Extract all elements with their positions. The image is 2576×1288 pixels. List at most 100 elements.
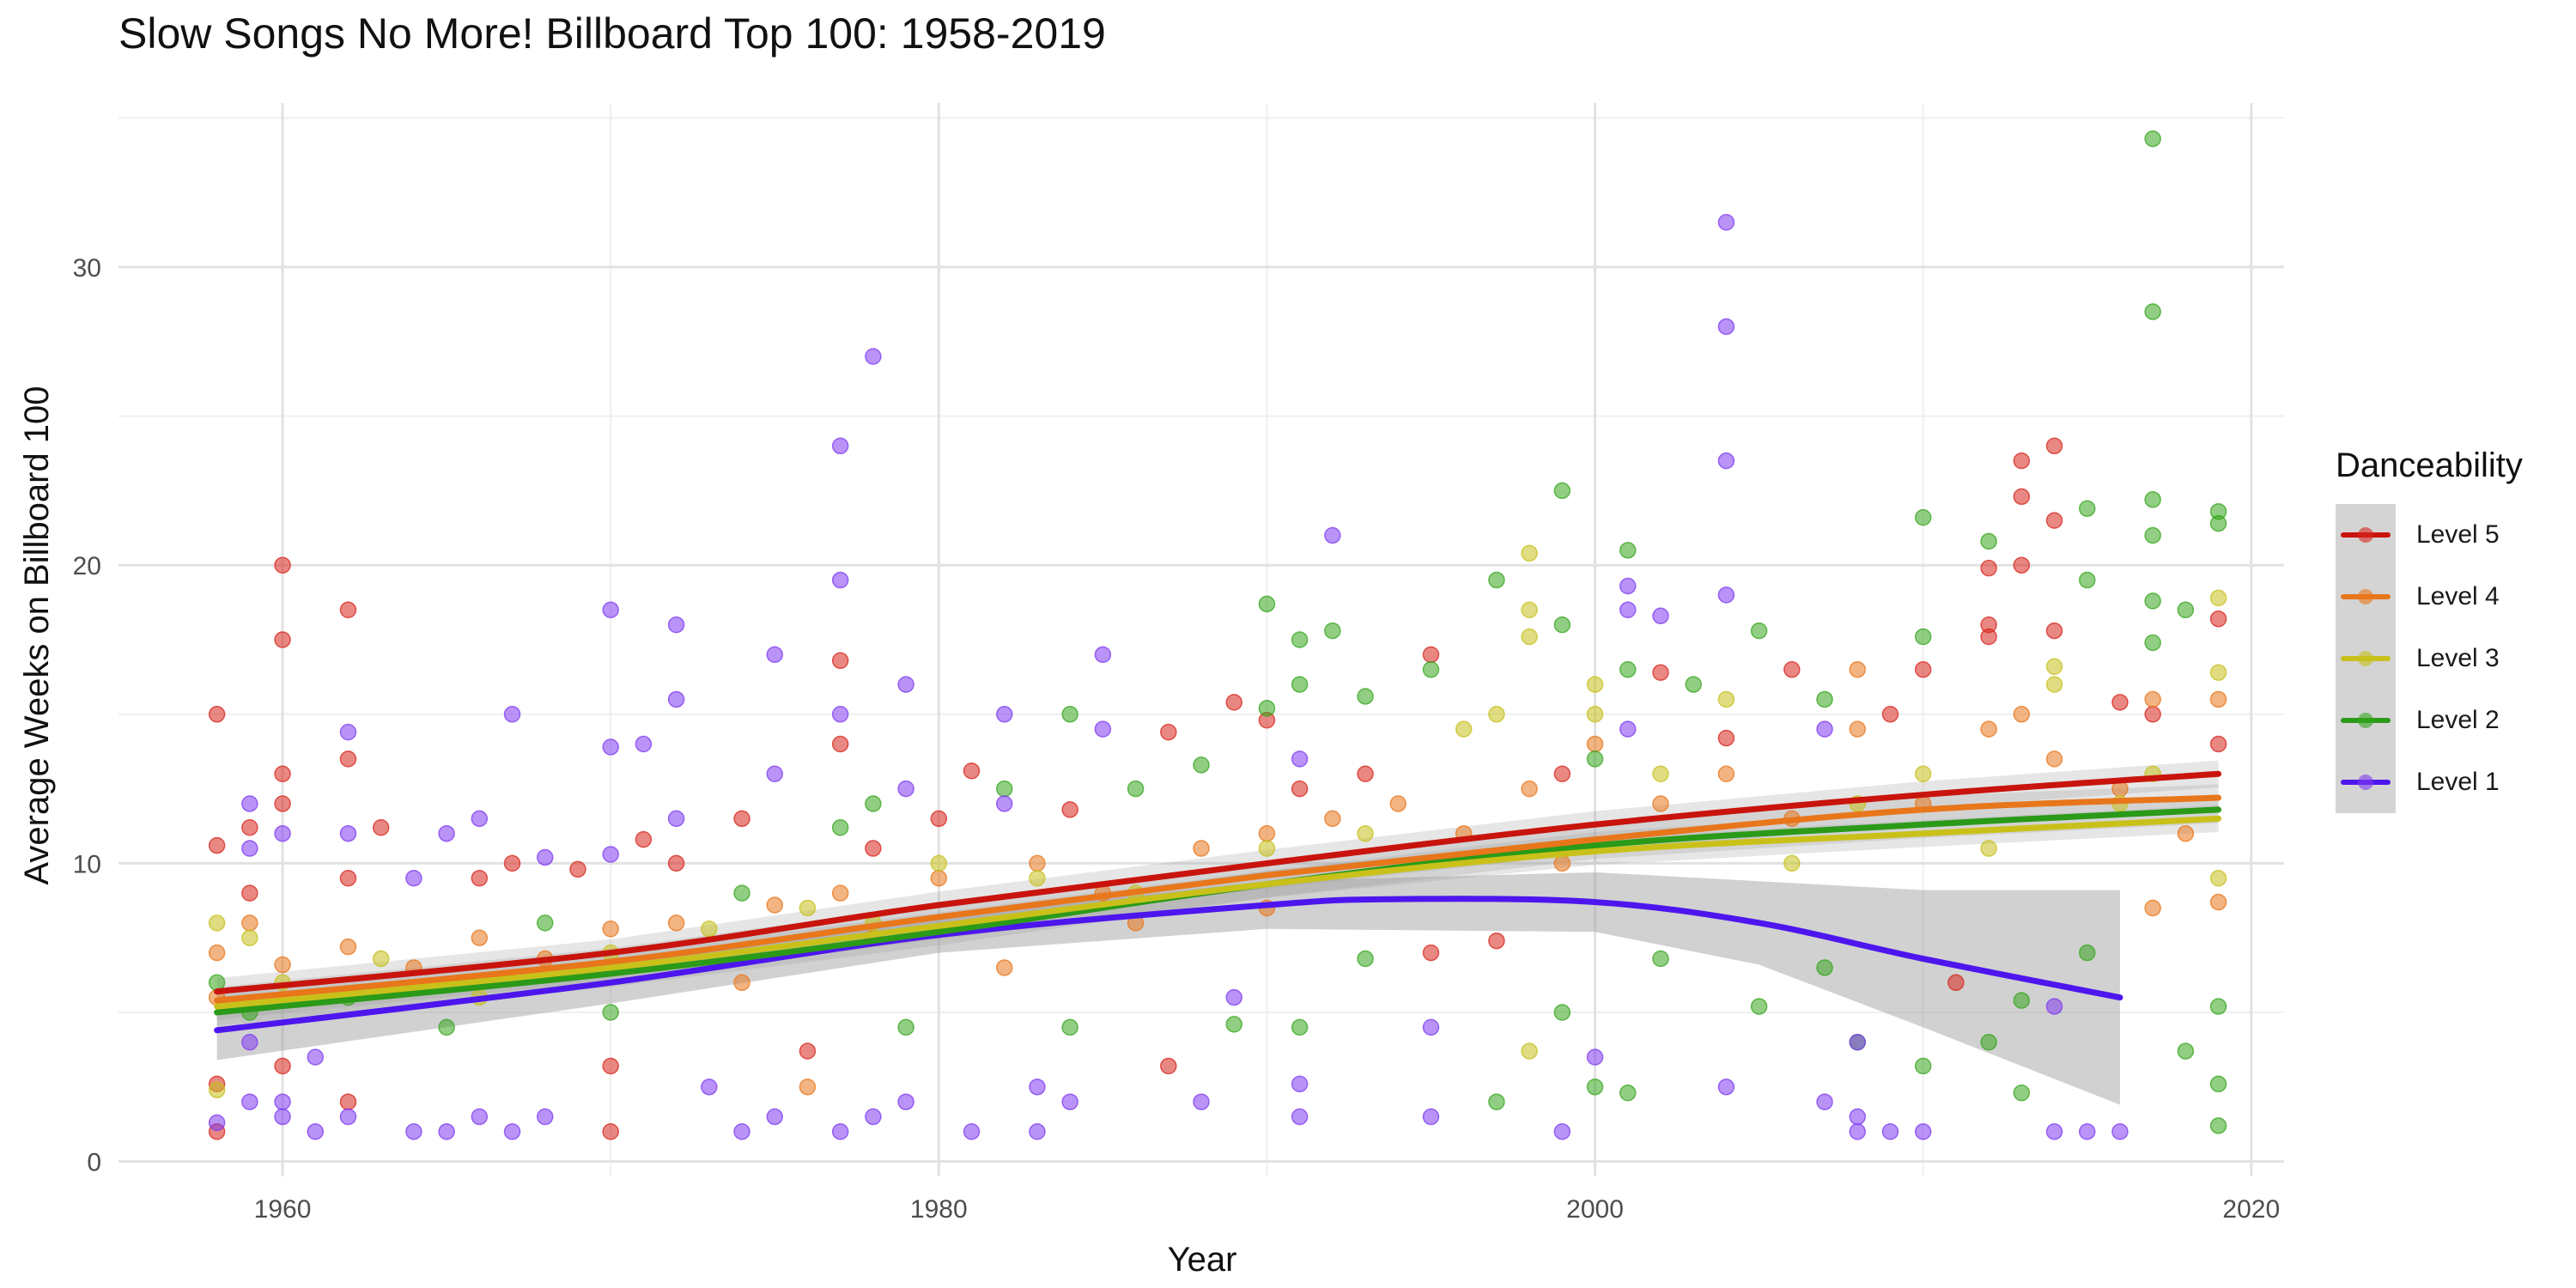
scatter-point (339, 750, 357, 768)
scatter-point (2144, 526, 2161, 544)
scatter-point (2045, 622, 2063, 640)
scatter-point (1160, 723, 1177, 741)
scatter-point (602, 1057, 619, 1075)
scatter-point (1029, 870, 1046, 887)
x-tick-label: 2020 (2222, 1195, 2280, 1224)
scatter-point (1717, 586, 1735, 604)
y-tick-label: 30 (73, 254, 101, 283)
scatter-point (2013, 992, 2031, 1009)
data-points (208, 130, 2227, 1140)
scatter-point (1193, 840, 1210, 857)
scatter-point (2111, 694, 2129, 711)
scatter-point (701, 920, 718, 938)
scatter-point (2045, 658, 2063, 675)
x-tick-label: 1960 (254, 1195, 312, 1224)
scatter-point (241, 914, 258, 932)
scatter-point (1029, 854, 1046, 872)
scatter-point (1488, 706, 1505, 723)
scatter-point (503, 706, 521, 723)
scatter-point (1619, 1084, 1637, 1102)
scatter-point (831, 884, 849, 902)
scatter-point (930, 870, 948, 887)
scatter-point (307, 1123, 325, 1140)
scatter-point (1914, 660, 1932, 678)
scatter-point (1586, 1048, 1604, 1066)
scatter-point (2144, 899, 2161, 917)
scatter-point (897, 780, 914, 798)
scatter-point (471, 810, 489, 828)
scatter-point (2078, 500, 2096, 517)
legend-dot-swatch (2358, 589, 2373, 605)
scatter-point (2045, 512, 2063, 529)
scatter-point (471, 929, 489, 946)
scatter-point (1849, 1034, 1866, 1051)
scatter-point (1914, 765, 1932, 782)
scatter-point (1521, 628, 1538, 646)
scatter-point (274, 631, 291, 648)
chart-title: Slow Songs No More! Billboard Top 100: 1… (118, 9, 1106, 58)
legend-key (2336, 504, 2396, 566)
scatter-point (1357, 765, 1374, 782)
scatter-point (438, 1123, 455, 1140)
scatter-point (1816, 959, 1833, 976)
scatter-point (831, 706, 849, 723)
scatter-point (1980, 840, 1997, 857)
scatter-point (995, 780, 1013, 798)
scatter-point (274, 1057, 291, 1075)
scatter-point (2078, 1123, 2096, 1140)
scatter-point (1586, 750, 1604, 768)
scatter-point (1783, 854, 1801, 872)
legend-label: Level 1 (2416, 768, 2500, 796)
scatter-point (405, 870, 422, 887)
scatter-point (2177, 601, 2195, 619)
tick-labels: 1960 1980 2000 2020 0 10 20 30 (73, 254, 2281, 1224)
scatter-point (1980, 532, 1997, 550)
trend-line (214, 794, 2222, 1004)
legend-label: Level 5 (2416, 520, 2500, 549)
scatter-point (799, 899, 817, 917)
scatter-point (1258, 595, 1276, 613)
scatter-point (2013, 556, 2031, 574)
scatter-point (1357, 688, 1374, 705)
scatter-point (1422, 646, 1440, 664)
scatter-point (2209, 664, 2227, 681)
scatter-point (405, 1123, 422, 1140)
scatter-point (569, 860, 586, 878)
scatter-point (2013, 488, 2031, 506)
scatter-point (1652, 795, 1669, 812)
scatter-point (995, 706, 1013, 723)
x-tick-label: 2000 (1566, 1195, 1624, 1224)
scatter-point (1652, 950, 1669, 968)
scatter-point (1225, 988, 1242, 1006)
scatter-point (865, 795, 882, 812)
scatter-point (1717, 765, 1735, 782)
scatter-point (1029, 1123, 1046, 1140)
legend-item: Level 1 (2336, 751, 2576, 813)
scatter-point (2045, 676, 2063, 693)
scatter-point (930, 854, 948, 872)
legend-label: Level 3 (2416, 644, 2500, 672)
scatter-point (2045, 998, 2063, 1015)
scatter-point (865, 840, 882, 857)
scatter-point (208, 1081, 226, 1099)
scatter-point (208, 836, 226, 854)
scatter-point (1422, 944, 1440, 962)
scatter-point (602, 738, 619, 756)
scatter-point (1193, 1093, 1210, 1110)
scatter-point (1914, 1057, 1932, 1075)
scatter-point (1225, 694, 1242, 711)
y-tick-label: 0 (87, 1149, 101, 1177)
scatter-point (1783, 660, 1801, 678)
scatter-point (1094, 646, 1112, 664)
scatter-point (2045, 437, 2063, 455)
scatter-point (733, 1123, 750, 1140)
legend-key (2336, 566, 2396, 628)
confidence-band (216, 872, 2120, 1105)
scatter-point (1291, 631, 1309, 648)
scatter-point (1881, 1123, 1899, 1140)
scatter-point (1324, 526, 1341, 544)
scatter-point (1324, 810, 1341, 828)
scatter-point (1553, 765, 1571, 782)
scatter-point (1914, 508, 1932, 526)
